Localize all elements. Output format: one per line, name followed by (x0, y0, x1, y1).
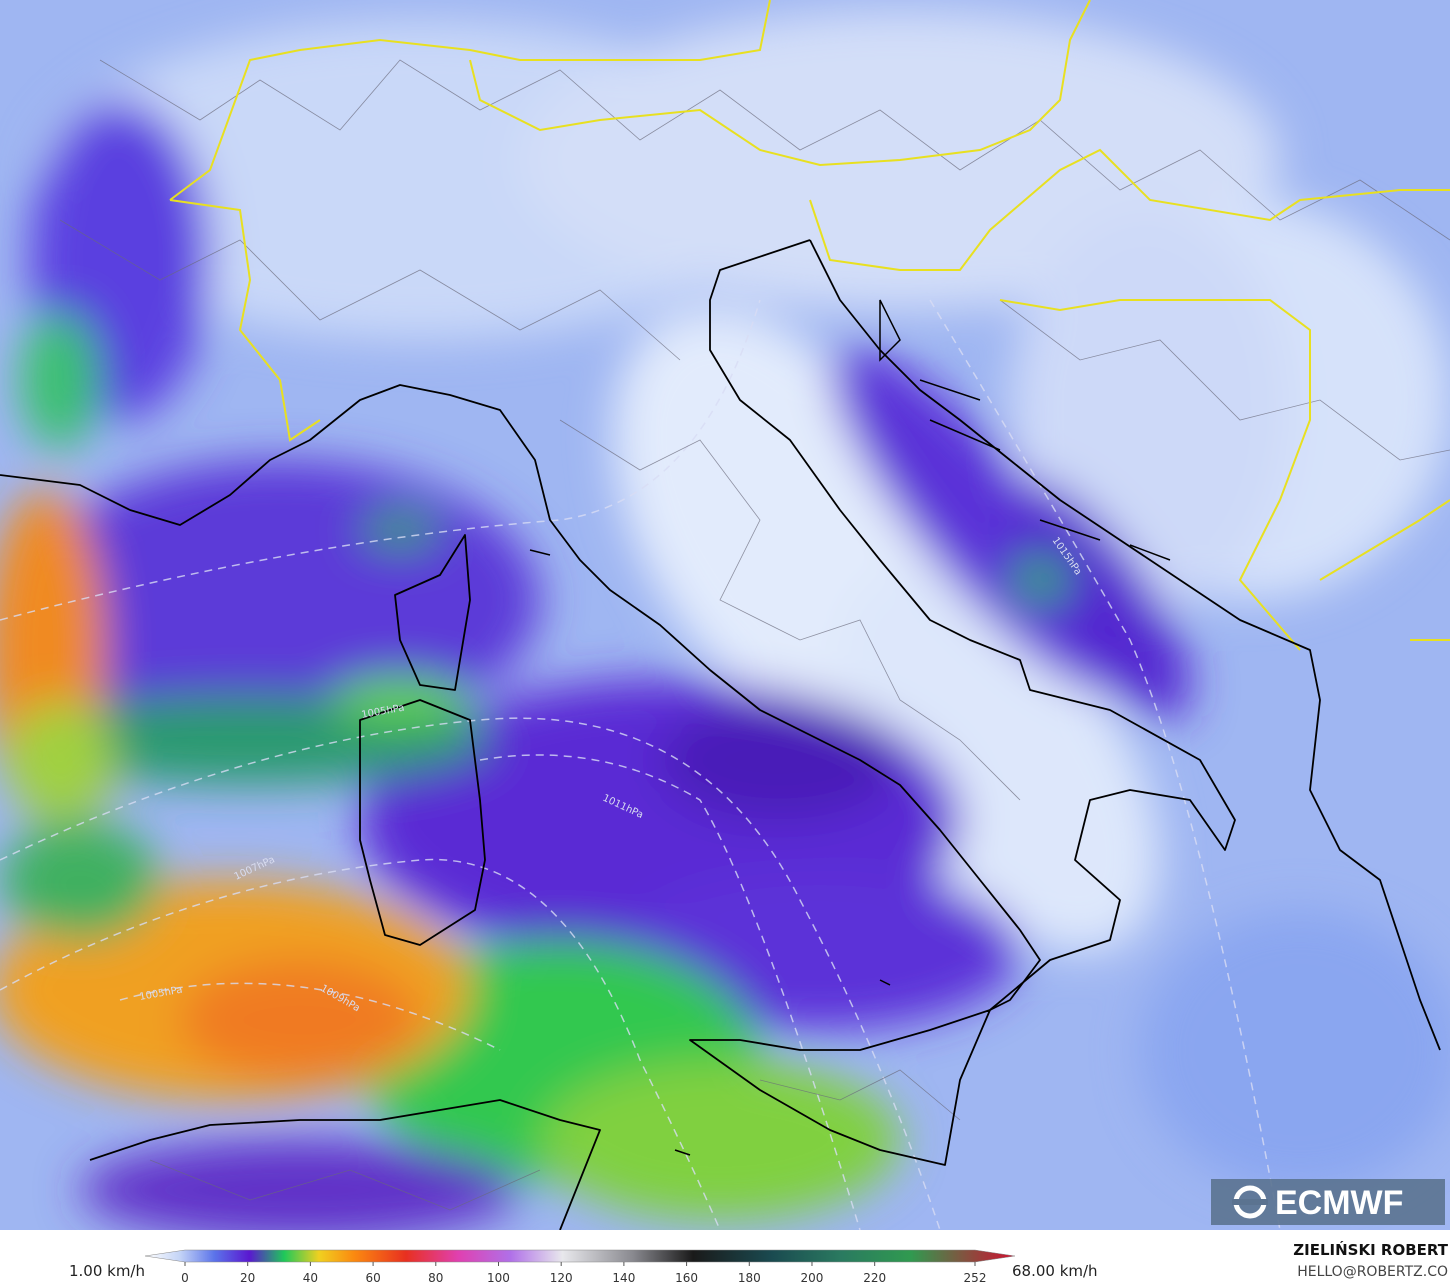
colorbar-tick-label: 80 (428, 1271, 443, 1285)
colorbar-tick-label: 140 (612, 1271, 635, 1285)
legend-min-label: 1.00 km/h (69, 1262, 145, 1280)
colorbar-tick-label: 220 (863, 1271, 886, 1285)
colorbar-tick-label: 60 (365, 1271, 380, 1285)
colorbar-tick-label: 180 (738, 1271, 761, 1285)
isobars (0, 299, 1281, 1230)
logo-text: ECMWF (1275, 1184, 1403, 1222)
coastlines (0, 239, 1441, 1230)
colorbar-tick-label: 160 (675, 1271, 698, 1285)
author: ZIELIŃSKI ROBERT (1293, 1240, 1448, 1259)
islands (529, 299, 1171, 1156)
colorbar-ticks: 0 20 40 60 80 100 120 140 160 180 200 220 252 (181, 1262, 986, 1285)
colorbar-tick-label: 40 (303, 1271, 318, 1285)
colorbar-tick-label: 120 (550, 1271, 573, 1285)
colorbar-tick-label: 252 (964, 1271, 987, 1285)
country-borders (169, 0, 1450, 651)
colorbar-tick-label: 20 (240, 1271, 255, 1285)
logo: ECMWF (1211, 1179, 1445, 1225)
map: 1005hPa 1007hPa 1011hPa 1015hPa 1009hPa … (0, 0, 1450, 1230)
contact: HELLO@ROBERTZ.CO (1297, 1264, 1448, 1280)
logo-icon-gap (1232, 1199, 1268, 1205)
legend-max-label: 68.00 km/h (1012, 1262, 1098, 1280)
colorbar-tick-label: 200 (801, 1271, 824, 1285)
colorbar-tick-label: 0 (181, 1271, 189, 1285)
colorbar-tick-label: 100 (487, 1271, 510, 1285)
wind-field (0, 10, 1450, 1230)
colorbar (144, 1249, 1016, 1263)
admin-boundaries (59, 59, 1450, 1211)
